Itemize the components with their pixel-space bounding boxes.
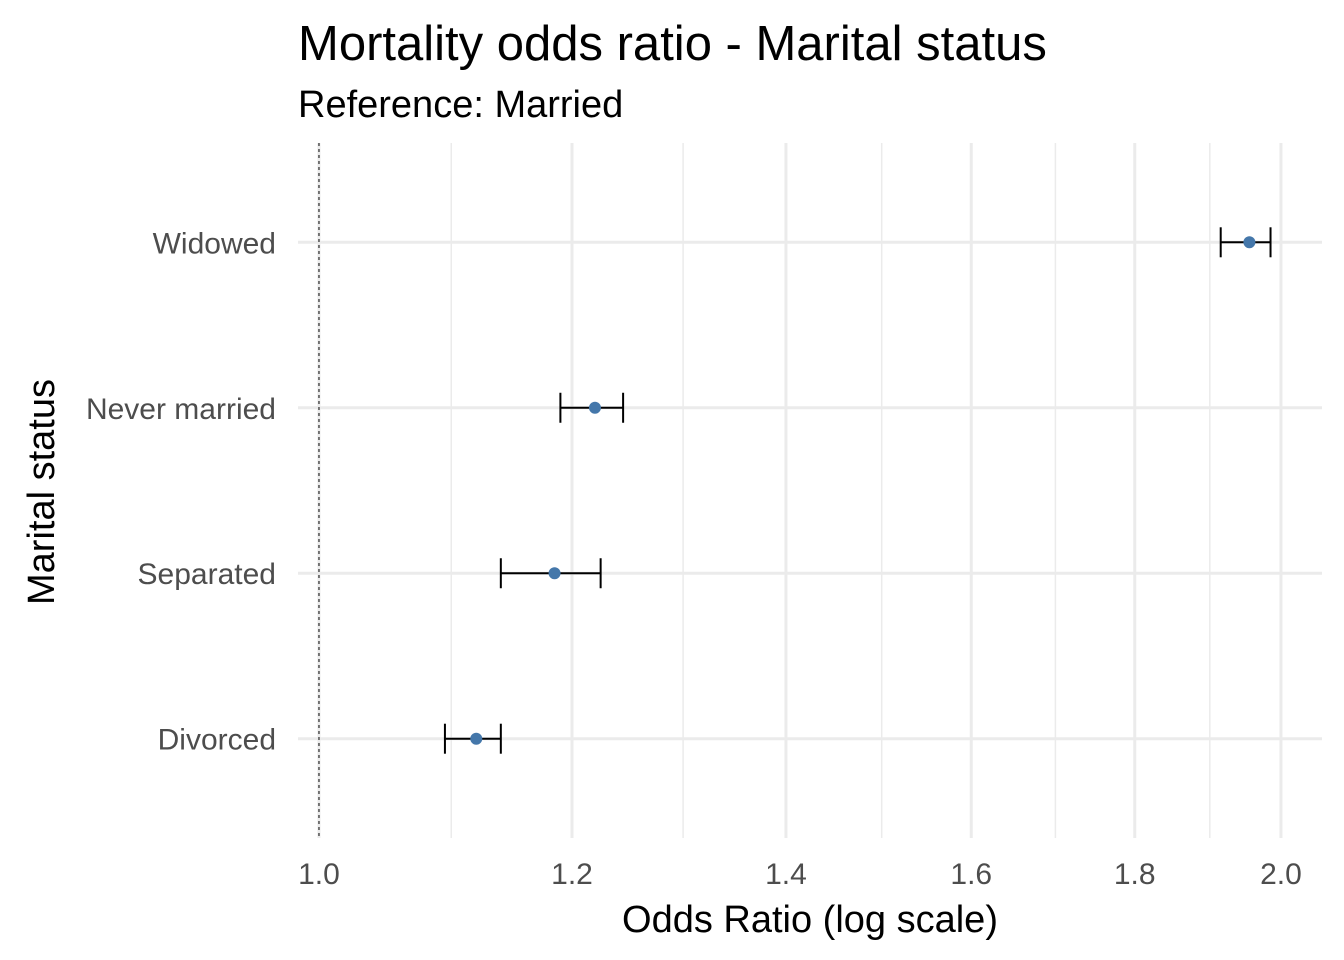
y-tick-label: Widowed <box>153 227 276 260</box>
x-tick-labels: 1.0 1.2 1.4 1.6 1.8 2.0 <box>298 858 1302 891</box>
odds-ratio-point <box>588 401 601 414</box>
chart-subtitle: Reference: Married <box>298 84 623 126</box>
y-axis-title: Marital status <box>21 379 63 605</box>
odds-ratio-point <box>470 732 483 745</box>
grid-lines <box>298 143 1322 838</box>
y-tick-label: Divorced <box>158 724 276 757</box>
x-tick-label: 1.4 <box>765 858 807 891</box>
x-tick-label: 1.0 <box>298 858 340 891</box>
x-tick-label: 1.2 <box>551 858 593 891</box>
y-tick-labels: Divorced Separated Never married Widowed <box>86 227 276 756</box>
odds-ratio-point <box>1243 236 1256 249</box>
x-tick-label: 2.0 <box>1260 858 1302 891</box>
x-tick-label: 1.6 <box>950 858 992 891</box>
odds-ratio-point <box>548 567 561 580</box>
x-tick-label: 1.8 <box>1114 858 1156 891</box>
y-tick-label: Separated <box>138 558 276 591</box>
x-axis-title: Odds Ratio (log scale) <box>622 899 998 941</box>
data-marks <box>443 227 1272 754</box>
chart-title: Mortality odds ratio - Marital status <box>298 17 1047 71</box>
y-tick-label: Never married <box>86 393 276 426</box>
